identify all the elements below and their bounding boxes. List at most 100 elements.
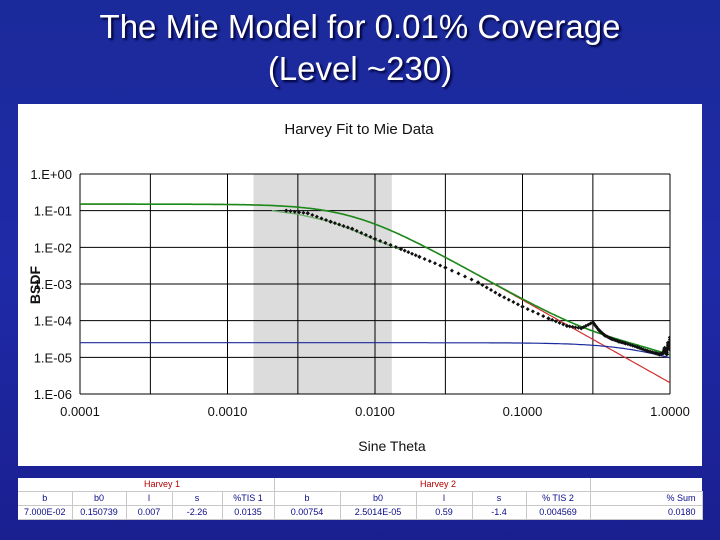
data-point bbox=[489, 288, 494, 293]
data-point bbox=[359, 230, 364, 235]
data-point bbox=[363, 232, 368, 237]
data-point bbox=[511, 300, 516, 305]
y-tick-label: 1.E-04 bbox=[34, 314, 72, 329]
data-point bbox=[337, 222, 342, 227]
table-header-row: b b0 l s %TIS 1 b b0 l s % TIS 2 % Sum bbox=[18, 491, 703, 506]
data-point bbox=[515, 302, 520, 307]
data-point bbox=[463, 274, 468, 279]
chart-title: Harvey Fit to Mie Data bbox=[284, 121, 434, 138]
plot-area bbox=[80, 203, 670, 384]
data-point bbox=[422, 257, 427, 262]
col-header: b bbox=[18, 491, 73, 506]
cell-value: 2.5014E-05 bbox=[340, 505, 417, 520]
data-point bbox=[623, 341, 628, 346]
data-point bbox=[570, 324, 575, 329]
col-header: %TIS 1 bbox=[222, 491, 275, 506]
slide-title: The Mie Model for 0.01% Coverage (Level … bbox=[0, 6, 720, 90]
data-point bbox=[493, 290, 498, 295]
y-tick-label: 1.E-06 bbox=[34, 387, 72, 402]
data-point bbox=[564, 323, 570, 329]
data-point bbox=[590, 320, 596, 325]
col-header: l bbox=[416, 491, 473, 506]
data-point bbox=[354, 228, 359, 233]
col-header: l bbox=[126, 491, 173, 506]
harvey-parameter-table: Harvey 1 Harvey 2 b b0 l s %TIS 1 b b0 l… bbox=[18, 478, 703, 520]
data-point bbox=[550, 317, 555, 322]
data-point bbox=[288, 209, 293, 214]
cell-value: 0.150739 bbox=[72, 505, 127, 520]
data-point bbox=[413, 253, 418, 258]
data-point bbox=[573, 325, 578, 330]
data-point bbox=[536, 311, 541, 316]
data-point bbox=[328, 219, 333, 224]
y-tick-label: 1.E-01 bbox=[34, 204, 72, 219]
harvey-2-line bbox=[80, 342, 670, 359]
data-point bbox=[599, 330, 604, 335]
data-point bbox=[664, 352, 669, 357]
col-header: s bbox=[472, 491, 527, 506]
cell-value: 0.0180 bbox=[590, 505, 703, 520]
y-tick-label: 1.E-05 bbox=[34, 350, 72, 365]
data-point bbox=[456, 271, 461, 276]
data-point bbox=[349, 226, 355, 232]
col-header: % TIS 2 bbox=[526, 491, 591, 506]
slide-title-line-1: The Mie Model for 0.01% Coverage bbox=[99, 8, 621, 45]
data-point bbox=[530, 309, 535, 314]
data-point bbox=[583, 323, 588, 328]
data-point bbox=[541, 314, 546, 319]
x-tick-label: 0.0100 bbox=[355, 404, 395, 419]
cell-value: 0.0135 bbox=[222, 505, 275, 520]
x-tick-label: 0.0001 bbox=[60, 404, 100, 419]
data-point bbox=[383, 240, 388, 245]
cell-value: 0.004569 bbox=[526, 505, 591, 520]
data-point bbox=[324, 218, 329, 223]
cell-value: 0.00754 bbox=[274, 505, 341, 520]
data-point bbox=[332, 221, 337, 226]
data-point bbox=[449, 268, 454, 273]
data-point bbox=[341, 223, 346, 228]
harvey-1-group-header: Harvey 1 bbox=[126, 478, 275, 492]
data-point bbox=[592, 321, 597, 326]
y-tick-label: 1.E-02 bbox=[34, 240, 72, 255]
cell-value: 0.59 bbox=[416, 505, 473, 520]
data-point bbox=[576, 325, 581, 330]
data-point bbox=[667, 335, 670, 340]
data-point bbox=[301, 210, 306, 215]
data-point bbox=[480, 282, 485, 287]
data-point bbox=[393, 244, 398, 249]
x-tick-label: 1.0000 bbox=[650, 404, 690, 419]
data-point bbox=[628, 342, 633, 347]
chart-panel: Harvey Fit to Mie Data 0.0001 0.0010 0.010… bbox=[18, 104, 702, 466]
data-point bbox=[546, 316, 551, 321]
data-point bbox=[345, 225, 350, 230]
data-point bbox=[410, 251, 415, 256]
data-point bbox=[567, 324, 572, 329]
col-header: % Sum bbox=[590, 491, 703, 506]
data-point bbox=[469, 277, 474, 282]
data-point bbox=[438, 263, 443, 268]
x-tick-label: 0.1000 bbox=[503, 404, 543, 419]
data-point bbox=[639, 346, 644, 351]
data-point bbox=[625, 342, 630, 347]
slide-title-line-2: (Level ~230) bbox=[267, 50, 453, 87]
col-header: b bbox=[274, 491, 341, 506]
data-point bbox=[497, 292, 502, 298]
x-tick-label: 0.0010 bbox=[208, 404, 248, 419]
data-point bbox=[664, 350, 669, 355]
cell-value: -1.4 bbox=[472, 505, 527, 520]
y-tick-label: 1.E-03 bbox=[34, 277, 72, 292]
col-header: b0 bbox=[72, 491, 127, 506]
data-point bbox=[319, 216, 324, 221]
sum-line bbox=[80, 203, 670, 356]
harvey-2-group-header: Harvey 2 bbox=[416, 478, 591, 492]
data-point bbox=[310, 212, 315, 217]
y-tick-label: 1.E+00 bbox=[30, 167, 72, 182]
data-point bbox=[443, 265, 448, 270]
data-point bbox=[388, 242, 393, 247]
data-point bbox=[606, 335, 611, 340]
data-point bbox=[432, 261, 437, 266]
data-point bbox=[398, 246, 404, 252]
parameter-table: Harvey 1 Harvey 2 b b0 l s %TIS 1 b b0 l… bbox=[18, 478, 703, 520]
data-point bbox=[292, 209, 297, 214]
data-point bbox=[297, 210, 302, 215]
